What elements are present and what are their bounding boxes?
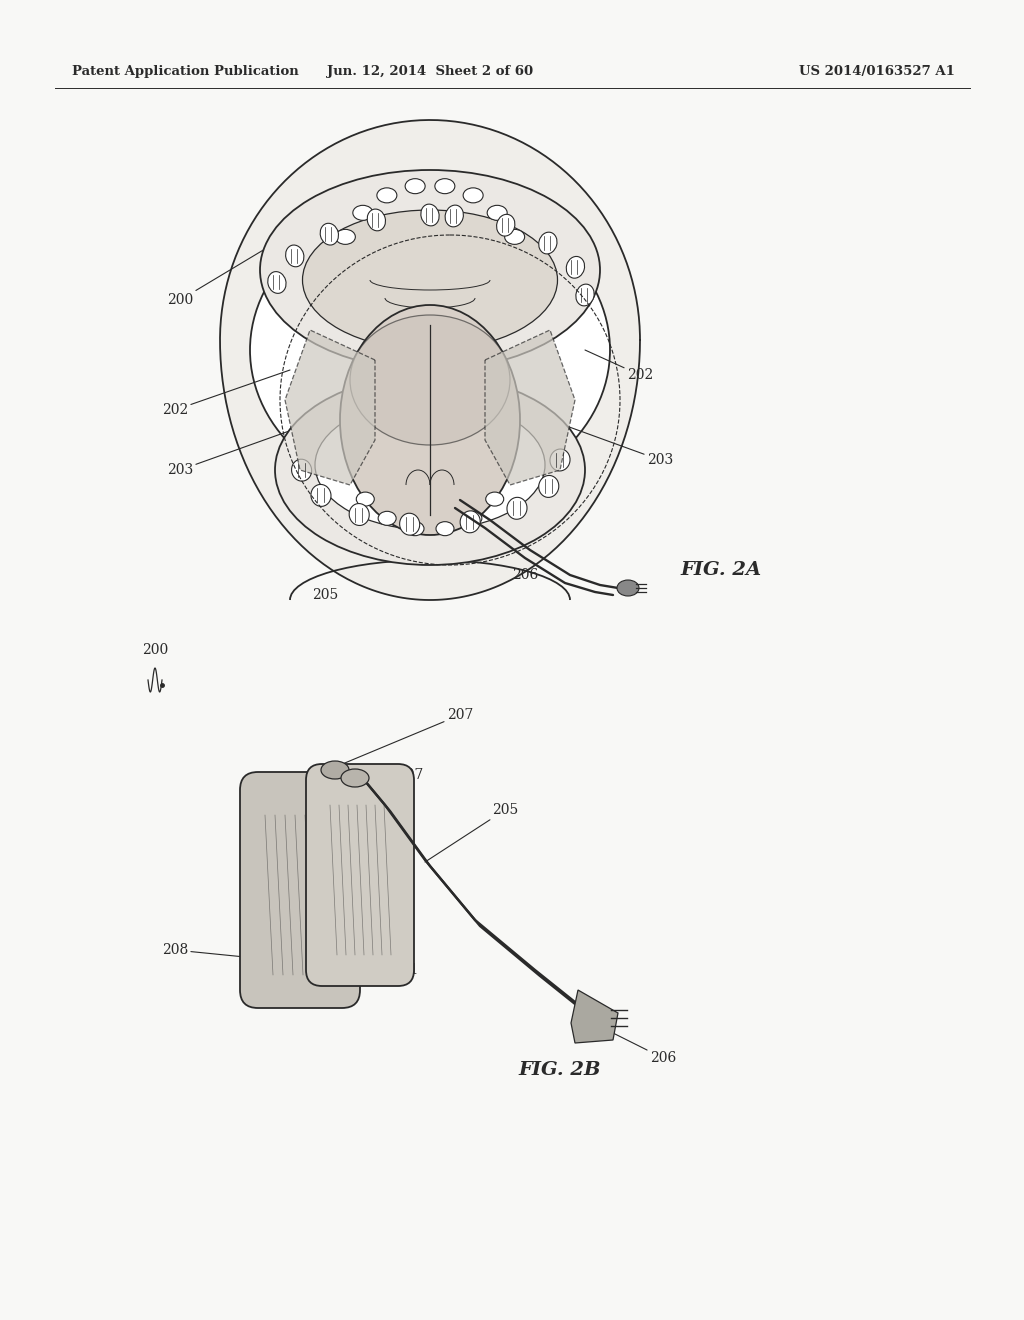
Text: 208: 208 xyxy=(162,942,275,960)
Ellipse shape xyxy=(406,178,425,194)
Ellipse shape xyxy=(267,272,286,293)
Ellipse shape xyxy=(617,579,639,597)
Text: 205: 205 xyxy=(312,587,338,602)
Text: 205: 205 xyxy=(425,803,518,862)
Ellipse shape xyxy=(485,492,504,506)
Ellipse shape xyxy=(550,449,570,471)
Text: Patent Application Publication: Patent Application Publication xyxy=(72,66,299,78)
Ellipse shape xyxy=(260,170,600,370)
Text: 203: 203 xyxy=(167,420,319,477)
Text: US 2014/0163527 A1: US 2014/0163527 A1 xyxy=(799,66,955,78)
Text: 202: 202 xyxy=(585,350,653,381)
Ellipse shape xyxy=(292,459,311,480)
Text: 206: 206 xyxy=(512,568,539,582)
Ellipse shape xyxy=(436,521,454,536)
Ellipse shape xyxy=(539,232,557,253)
Ellipse shape xyxy=(539,475,559,498)
Ellipse shape xyxy=(460,511,480,533)
Ellipse shape xyxy=(445,205,464,227)
Ellipse shape xyxy=(250,201,610,500)
Text: 200: 200 xyxy=(167,240,280,308)
Text: 207: 207 xyxy=(340,708,473,766)
Ellipse shape xyxy=(497,214,515,236)
Polygon shape xyxy=(285,330,375,484)
Ellipse shape xyxy=(321,223,339,246)
Polygon shape xyxy=(220,120,640,601)
Ellipse shape xyxy=(505,230,524,244)
Ellipse shape xyxy=(349,503,370,525)
Ellipse shape xyxy=(377,187,397,203)
Text: 200: 200 xyxy=(142,643,168,657)
Text: 201: 201 xyxy=(360,945,418,977)
Text: 203: 203 xyxy=(550,420,673,467)
Ellipse shape xyxy=(575,284,594,306)
Ellipse shape xyxy=(566,256,585,279)
Ellipse shape xyxy=(368,209,385,231)
Ellipse shape xyxy=(487,206,507,220)
Text: FIG. 2B: FIG. 2B xyxy=(519,1061,601,1078)
Ellipse shape xyxy=(335,230,355,244)
Ellipse shape xyxy=(315,400,545,531)
Ellipse shape xyxy=(399,513,420,535)
Ellipse shape xyxy=(340,305,520,535)
Ellipse shape xyxy=(421,205,439,226)
Text: 202: 202 xyxy=(162,370,290,417)
Ellipse shape xyxy=(356,492,375,506)
Ellipse shape xyxy=(275,375,585,565)
Polygon shape xyxy=(571,990,618,1043)
Ellipse shape xyxy=(435,178,455,194)
Ellipse shape xyxy=(464,511,482,525)
FancyBboxPatch shape xyxy=(240,772,360,1008)
Ellipse shape xyxy=(507,498,527,519)
Ellipse shape xyxy=(378,511,396,525)
Ellipse shape xyxy=(286,246,304,267)
Text: 207: 207 xyxy=(355,768,423,781)
Ellipse shape xyxy=(406,521,424,536)
Ellipse shape xyxy=(341,770,369,787)
Ellipse shape xyxy=(302,210,557,350)
Polygon shape xyxy=(485,330,575,484)
Ellipse shape xyxy=(463,187,483,203)
Ellipse shape xyxy=(353,206,373,220)
Text: Jun. 12, 2014  Sheet 2 of 60: Jun. 12, 2014 Sheet 2 of 60 xyxy=(327,66,534,78)
Text: 206: 206 xyxy=(603,1028,676,1065)
Ellipse shape xyxy=(321,762,349,779)
Text: FIG. 2A: FIG. 2A xyxy=(680,561,761,579)
FancyBboxPatch shape xyxy=(306,764,414,986)
Ellipse shape xyxy=(311,484,331,507)
Ellipse shape xyxy=(350,315,510,445)
